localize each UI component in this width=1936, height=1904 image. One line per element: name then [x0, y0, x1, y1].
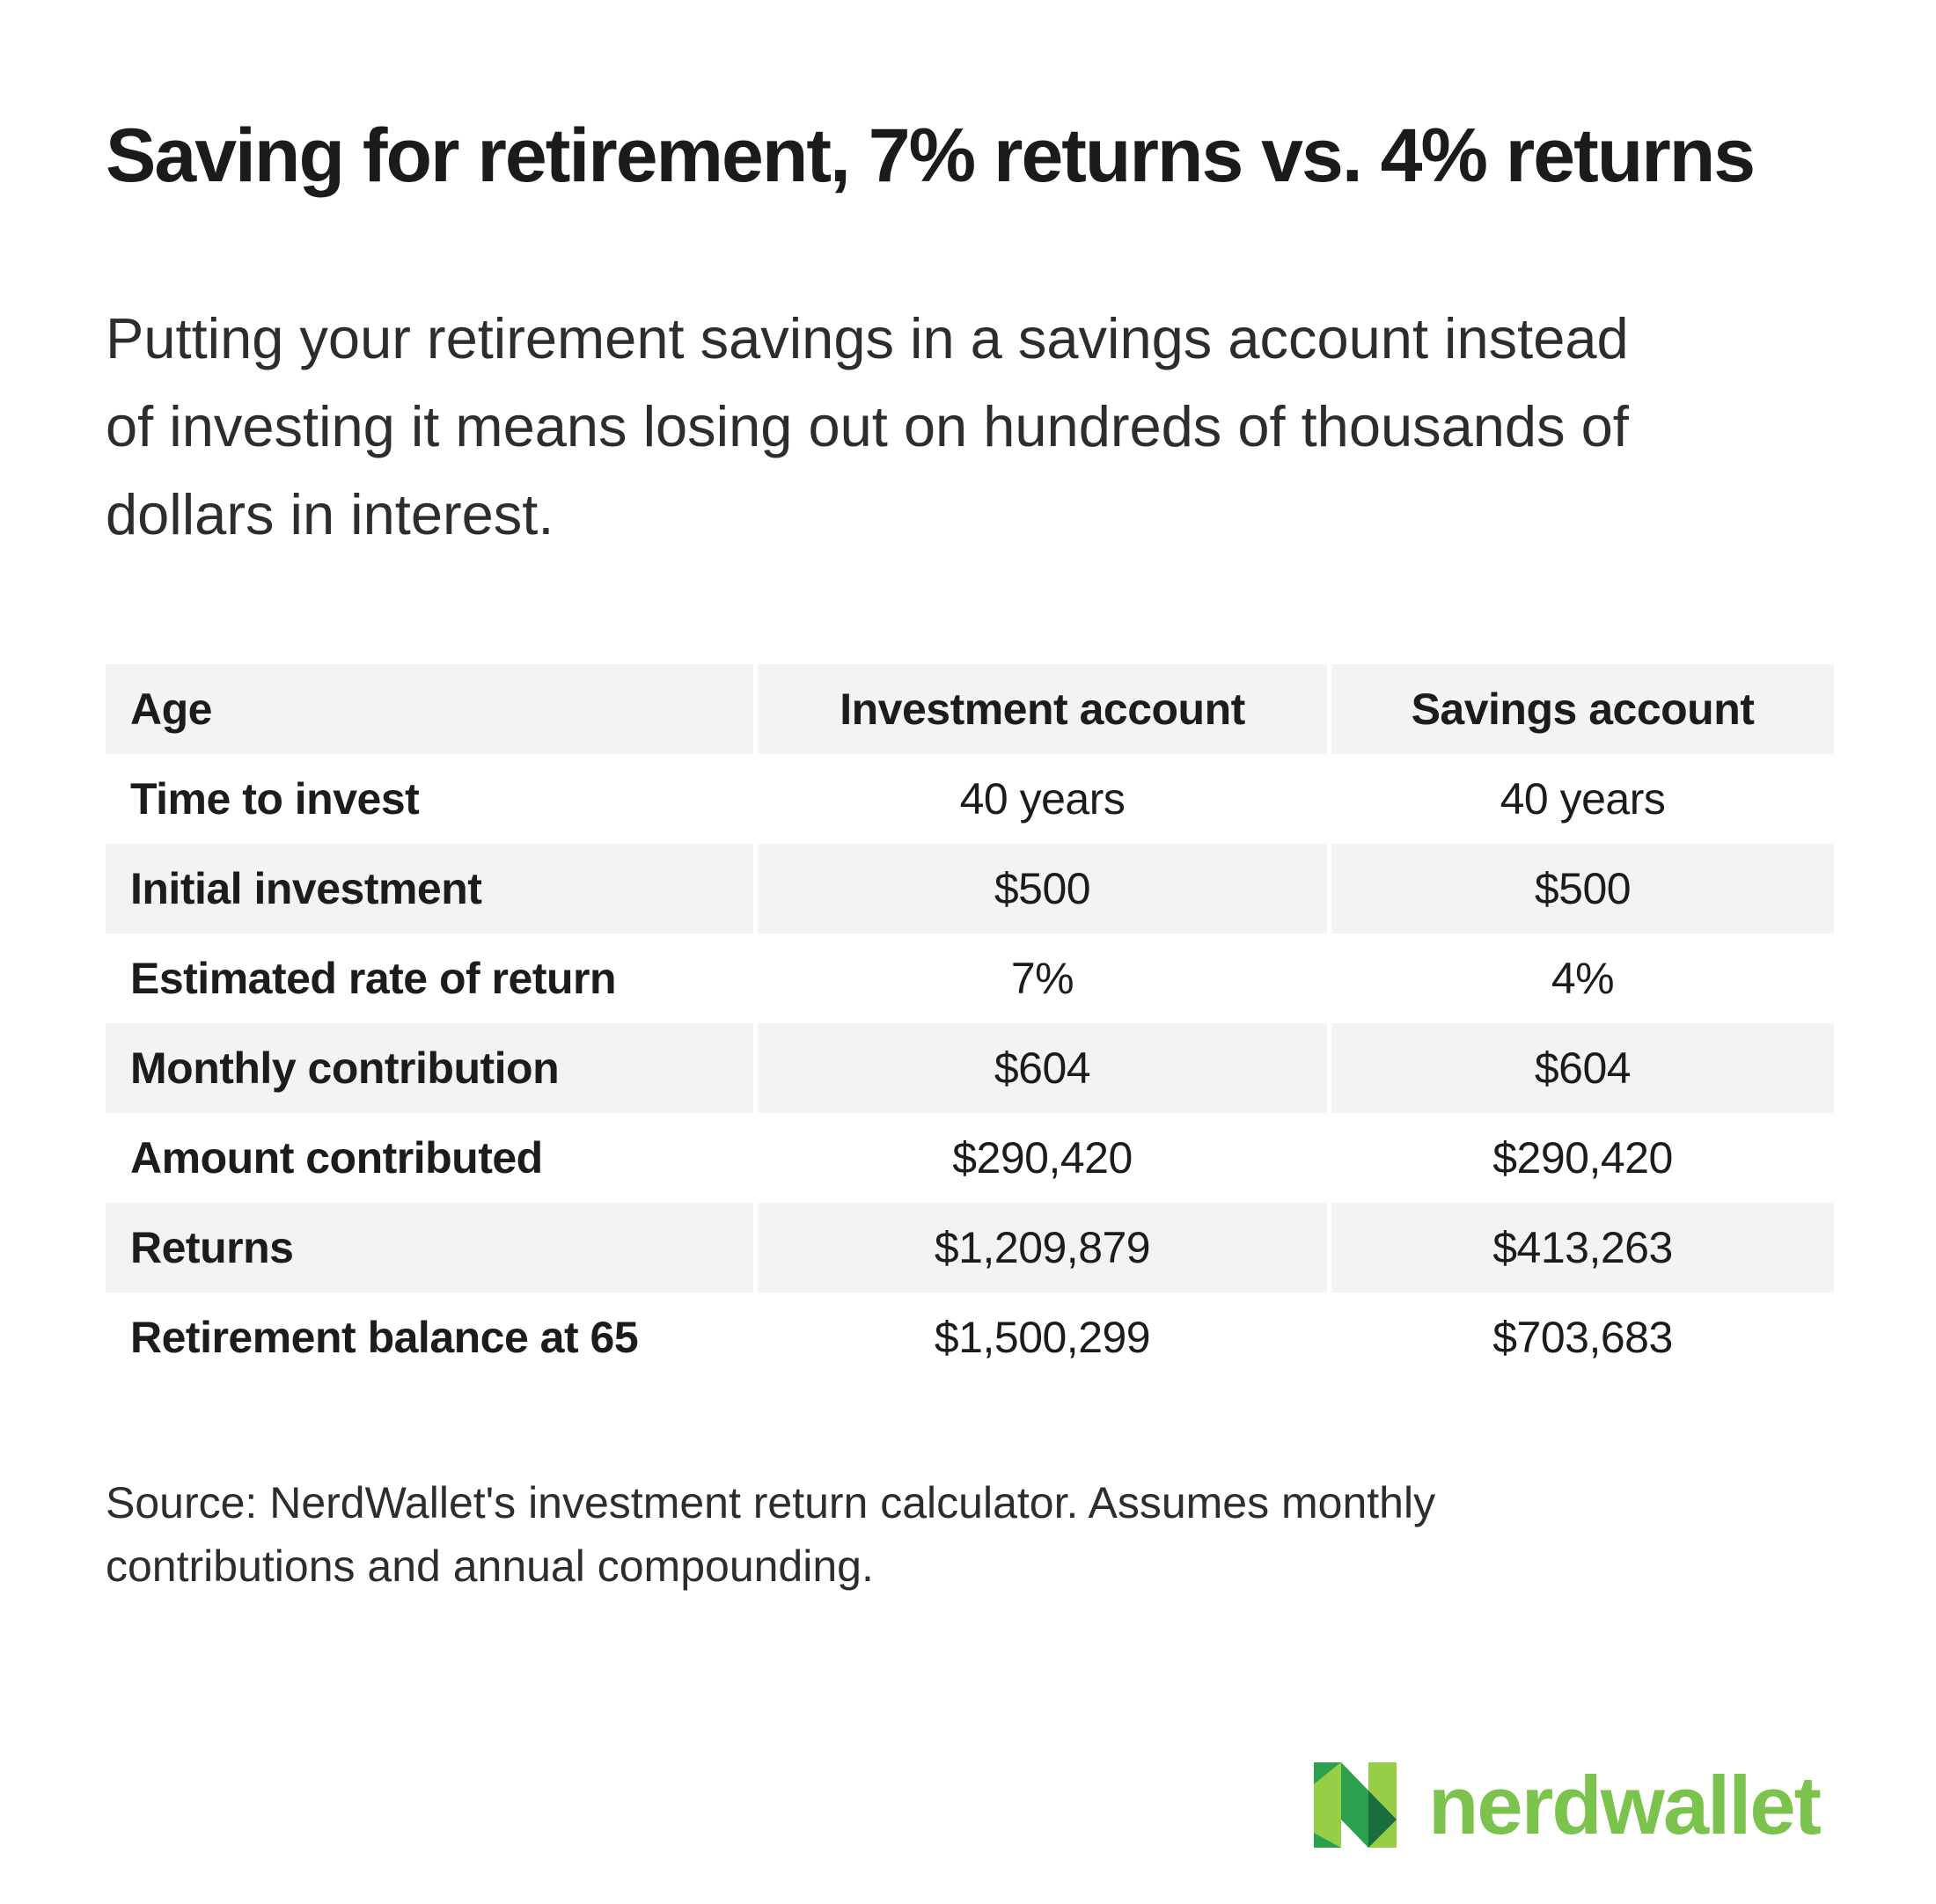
- investment-value: $290,420: [952, 1133, 1133, 1183]
- savings-value: $413,263: [1331, 1203, 1834, 1293]
- table-row: Amount contributed $290,420 $290,420: [106, 1113, 1834, 1203]
- nerdwallet-logo: nerdwallet: [1314, 1759, 1822, 1851]
- table-row: Time to invest 40 years 40 years: [106, 754, 1834, 844]
- source-note: Source: NerdWallet's investment return c…: [106, 1471, 1435, 1598]
- table-row: Estimated rate of return 7% 4%: [106, 934, 1834, 1023]
- investment-value: $1,500,299: [934, 1313, 1151, 1362]
- column-header-age: Age: [106, 664, 753, 754]
- investment-value: $604: [758, 1023, 1327, 1113]
- comparison-table: Age Investment account Savings account T…: [106, 664, 1834, 1382]
- row-label: Amount contributed: [130, 1133, 543, 1183]
- table-row: Initial investment $500 $500: [106, 844, 1834, 934]
- row-label: Time to invest: [130, 774, 420, 824]
- row-label: Returns: [106, 1203, 753, 1293]
- savings-value: 40 years: [1500, 774, 1666, 824]
- source-line: contributions and annual compounding.: [106, 1542, 874, 1591]
- intro-line: of investing it means losing out on hund…: [106, 394, 1629, 458]
- column-header-savings-account: Savings account: [1331, 664, 1834, 754]
- investment-value: $1,209,879: [758, 1203, 1327, 1293]
- column-header-investment-account: Investment account: [758, 664, 1327, 754]
- investment-value: 40 years: [959, 774, 1126, 824]
- savings-value: $604: [1331, 1023, 1834, 1113]
- table-header-row: Age Investment account Savings account: [106, 664, 1834, 754]
- investment-value: 7%: [1010, 954, 1074, 1003]
- intro-paragraph: Putting your retirement savings in a sav…: [106, 295, 1629, 559]
- row-label: Monthly contribution: [106, 1023, 753, 1113]
- row-label: Retirement balance at 65: [130, 1313, 639, 1362]
- source-line: Source: NerdWallet's investment return c…: [106, 1478, 1436, 1527]
- savings-value: $290,420: [1492, 1133, 1673, 1183]
- investment-value: $500: [758, 844, 1327, 934]
- row-label: Estimated rate of return: [130, 954, 617, 1003]
- table-row: Retirement balance at 65 $1,500,299 $703…: [106, 1293, 1834, 1382]
- intro-line: dollars in interest.: [106, 482, 554, 546]
- intro-line: Putting your retirement savings in a sav…: [106, 306, 1629, 370]
- savings-value: $703,683: [1492, 1313, 1673, 1362]
- table-row: Returns $1,209,879 $413,263: [106, 1203, 1834, 1293]
- table-row: Monthly contribution $604 $604: [106, 1023, 1834, 1113]
- page-title: Saving for retirement, 7% returns vs. 4%…: [106, 114, 1756, 198]
- nerdwallet-wordmark: nerdwallet: [1428, 1759, 1822, 1851]
- savings-value: $500: [1331, 844, 1834, 934]
- savings-value: 4%: [1551, 954, 1615, 1003]
- nerdwallet-n-icon: [1314, 1762, 1397, 1848]
- row-label: Initial investment: [106, 844, 753, 934]
